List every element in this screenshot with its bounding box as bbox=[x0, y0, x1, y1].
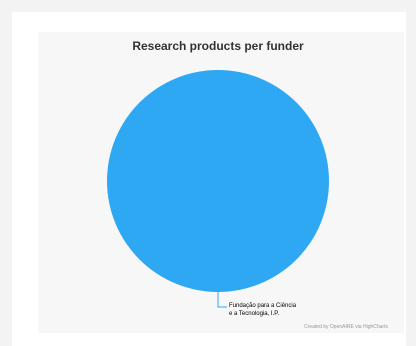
slice-label-connector bbox=[217, 292, 227, 308]
slice-label-line-2: e a Tecnologia, I.P. bbox=[229, 311, 279, 317]
chart-title: Research products per funder bbox=[132, 39, 304, 53]
chart-credit[interactable]: Created by OpenAIRE via HighCharts bbox=[304, 324, 388, 330]
pie-slice[interactable] bbox=[107, 70, 329, 292]
pie-slices bbox=[107, 70, 329, 292]
slice-label-line-1: Fundação para a Ciência bbox=[229, 303, 297, 309]
slice-label[interactable]: Fundação para a Ciência e a Tecnologia, … bbox=[229, 303, 298, 317]
